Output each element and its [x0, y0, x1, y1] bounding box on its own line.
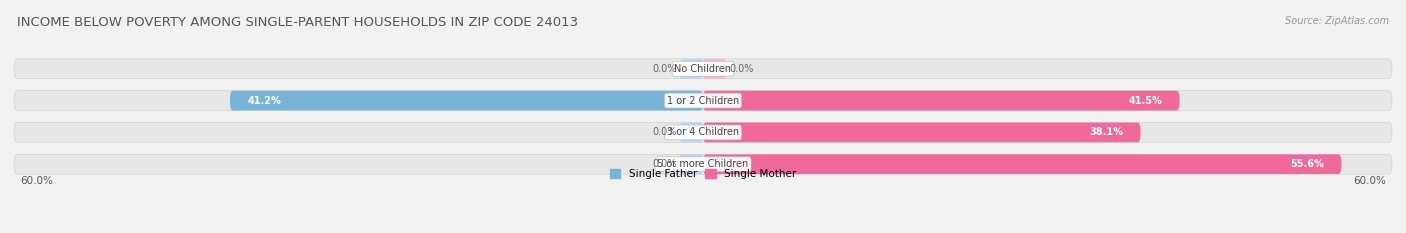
Text: 3 or 4 Children: 3 or 4 Children	[666, 127, 740, 137]
FancyBboxPatch shape	[14, 91, 1392, 110]
Text: 0.0%: 0.0%	[652, 159, 676, 169]
Text: 5 or more Children: 5 or more Children	[658, 159, 748, 169]
FancyBboxPatch shape	[14, 154, 1392, 174]
FancyBboxPatch shape	[681, 59, 703, 79]
Text: 0.0%: 0.0%	[652, 64, 676, 74]
Text: 0.0%: 0.0%	[652, 127, 676, 137]
Text: 0.0%: 0.0%	[730, 64, 754, 74]
FancyBboxPatch shape	[703, 154, 1341, 174]
Text: 55.6%: 55.6%	[1291, 159, 1324, 169]
FancyBboxPatch shape	[14, 59, 1392, 79]
Text: 1 or 2 Children: 1 or 2 Children	[666, 96, 740, 106]
Text: No Children: No Children	[675, 64, 731, 74]
FancyBboxPatch shape	[231, 91, 703, 110]
Text: 41.2%: 41.2%	[247, 96, 281, 106]
FancyBboxPatch shape	[703, 123, 1140, 142]
Text: Source: ZipAtlas.com: Source: ZipAtlas.com	[1285, 16, 1389, 26]
Text: 60.0%: 60.0%	[1354, 176, 1386, 186]
Legend: Single Father, Single Mother: Single Father, Single Mother	[610, 169, 796, 179]
Text: 38.1%: 38.1%	[1090, 127, 1123, 137]
FancyBboxPatch shape	[703, 91, 1180, 110]
FancyBboxPatch shape	[681, 154, 703, 174]
FancyBboxPatch shape	[14, 123, 1392, 142]
Text: 41.5%: 41.5%	[1129, 96, 1163, 106]
FancyBboxPatch shape	[703, 59, 725, 79]
Text: 60.0%: 60.0%	[20, 176, 52, 186]
Text: INCOME BELOW POVERTY AMONG SINGLE-PARENT HOUSEHOLDS IN ZIP CODE 24013: INCOME BELOW POVERTY AMONG SINGLE-PARENT…	[17, 16, 578, 29]
FancyBboxPatch shape	[681, 123, 703, 142]
